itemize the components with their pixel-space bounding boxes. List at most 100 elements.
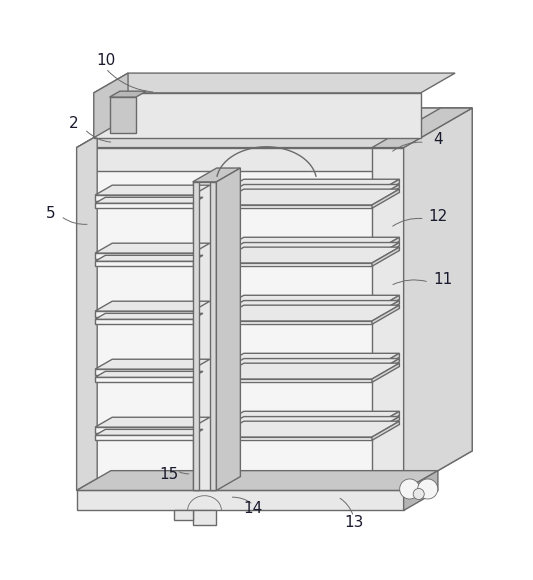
Polygon shape [372,147,403,491]
Polygon shape [372,295,399,315]
Polygon shape [95,427,192,433]
Polygon shape [77,147,403,171]
Polygon shape [110,97,136,133]
Polygon shape [95,436,192,440]
Polygon shape [210,182,216,491]
Polygon shape [95,197,203,203]
Polygon shape [192,168,240,182]
Polygon shape [372,242,399,262]
Polygon shape [372,237,399,257]
Polygon shape [77,108,472,147]
Polygon shape [216,358,399,375]
Polygon shape [216,300,399,316]
Polygon shape [216,379,372,382]
Polygon shape [95,311,192,317]
Polygon shape [372,421,399,440]
Polygon shape [216,311,372,315]
Polygon shape [216,411,399,427]
Polygon shape [216,195,372,199]
Text: 2: 2 [69,117,79,131]
Polygon shape [192,182,216,491]
Circle shape [400,479,419,499]
Polygon shape [216,433,372,436]
Polygon shape [77,147,95,491]
Polygon shape [216,421,399,437]
Polygon shape [95,301,210,311]
Polygon shape [95,369,192,375]
Text: 10: 10 [96,53,115,68]
Polygon shape [372,305,399,324]
Polygon shape [95,359,210,369]
Polygon shape [216,427,372,431]
Text: 14: 14 [244,501,263,516]
Text: 4: 4 [433,132,443,147]
Text: 11: 11 [433,272,453,287]
Polygon shape [372,363,399,382]
Text: 15: 15 [159,467,179,482]
Polygon shape [216,253,372,257]
Text: 5: 5 [45,206,55,221]
Polygon shape [216,316,372,320]
Polygon shape [216,205,372,208]
Polygon shape [174,510,192,520]
Text: 12: 12 [429,209,448,224]
Polygon shape [403,108,472,491]
Polygon shape [216,437,372,440]
Polygon shape [216,321,372,324]
Polygon shape [95,243,210,253]
Polygon shape [95,417,210,427]
Polygon shape [372,300,399,320]
Polygon shape [95,261,192,266]
Polygon shape [372,184,399,204]
Polygon shape [372,411,399,431]
Polygon shape [94,93,421,137]
Polygon shape [95,313,203,319]
Polygon shape [216,416,399,433]
Polygon shape [216,353,399,369]
Polygon shape [372,179,399,199]
Polygon shape [403,108,472,491]
Polygon shape [216,200,372,204]
Polygon shape [216,375,372,378]
Polygon shape [95,371,203,378]
Polygon shape [372,353,399,373]
Polygon shape [77,470,438,491]
Polygon shape [110,91,146,97]
Polygon shape [372,358,399,378]
Polygon shape [216,258,372,262]
Polygon shape [95,253,192,259]
Polygon shape [216,237,399,253]
Polygon shape [403,470,438,510]
Polygon shape [94,73,455,93]
Circle shape [413,488,424,499]
Polygon shape [77,491,403,510]
Polygon shape [192,182,199,491]
Polygon shape [372,247,399,266]
Polygon shape [95,185,210,195]
Polygon shape [193,510,216,525]
Text: 13: 13 [344,514,363,530]
Polygon shape [77,108,472,147]
Polygon shape [216,179,399,195]
Polygon shape [216,184,399,200]
Polygon shape [372,189,399,208]
Polygon shape [372,108,472,147]
Polygon shape [216,242,399,258]
Polygon shape [77,136,97,491]
Circle shape [418,479,438,499]
Polygon shape [216,369,372,373]
Polygon shape [95,203,192,208]
Polygon shape [216,295,399,311]
Polygon shape [216,363,399,379]
Polygon shape [95,429,203,436]
Polygon shape [216,247,399,263]
Polygon shape [216,263,372,266]
Polygon shape [216,168,240,491]
Polygon shape [95,319,192,324]
Polygon shape [77,147,403,491]
Polygon shape [216,305,399,321]
Polygon shape [95,195,192,201]
Polygon shape [372,416,399,436]
Polygon shape [94,73,128,137]
Polygon shape [216,189,399,205]
